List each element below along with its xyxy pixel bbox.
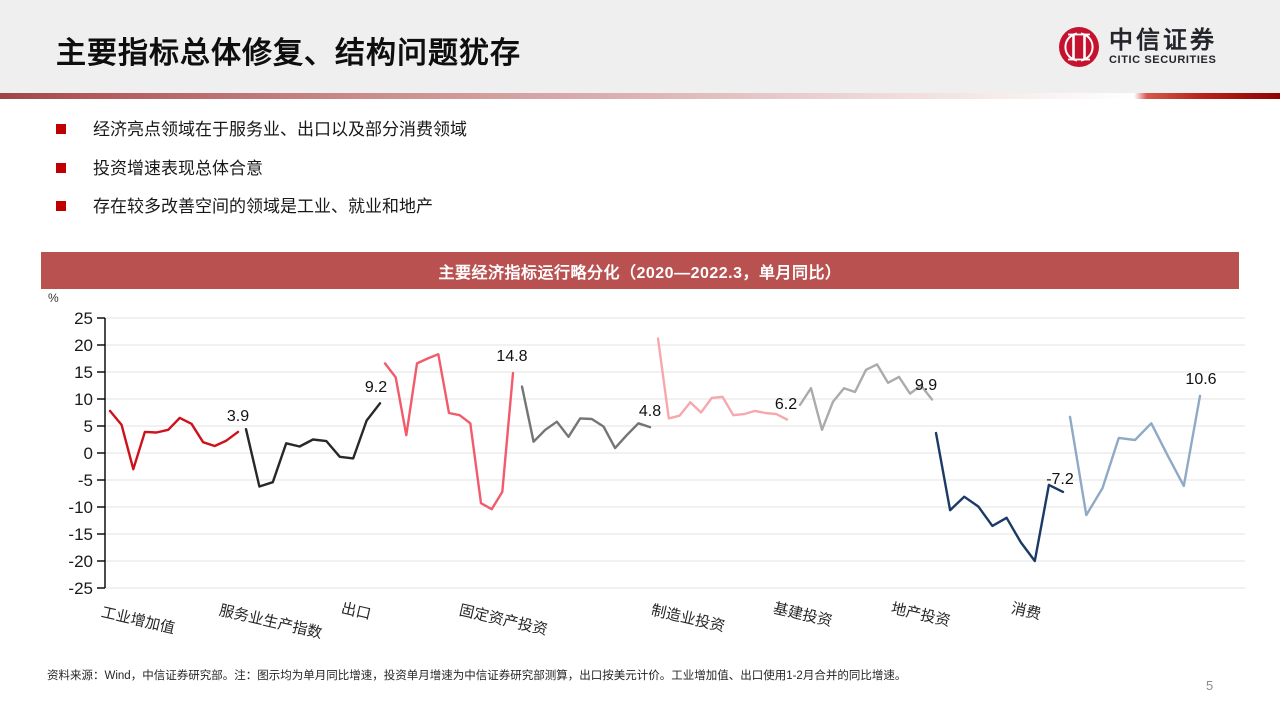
- source-note: 资料来源：Wind，中信证券研究部。注：图示均为单月同比增速，投资单月增速为中信…: [47, 670, 907, 682]
- x-axis-category-label: 地产投资: [889, 599, 952, 630]
- y-axis-tick-label: -10: [68, 498, 93, 517]
- series-line-manufacturing-investment: [656, 337, 789, 421]
- line-chart: 25 20 15 10 5 0 -5 -10 -15 -20 -25 3.9 9.2 14.8 4.8 6.2…: [0, 290, 1280, 665]
- series-line-fixed-asset-investment: [520, 385, 652, 450]
- x-axis-category-label: 制造业投资: [649, 601, 727, 636]
- x-axis-category-label: 服务业生产指数: [217, 601, 324, 643]
- bullet-square-icon: [56, 124, 66, 134]
- series-line-consumption: [1068, 394, 1202, 517]
- citic-logo-cn: 中信证券: [1109, 27, 1217, 54]
- y-axis-tick-label: 20: [74, 336, 93, 355]
- citic-logo-text: 中信证券 CITIC SECURITIES: [1109, 28, 1217, 67]
- y-axis-tick-label: 25: [74, 309, 93, 328]
- series-line-industrial-output: [108, 409, 240, 471]
- citic-logo-en: CITIC SECURITIES: [1109, 53, 1217, 66]
- header-bar: 主要指标总体修复、结构问题犹存 中信证券 CITIC SECURITIES: [0, 0, 1280, 93]
- series-end-label-services-production-index: 9.2: [365, 379, 387, 396]
- list-item: 经济亮点领域在于服务业、出口以及部分消费领域: [56, 119, 467, 140]
- x-axis-category-label: 基建投资: [771, 599, 834, 630]
- bullet-square-icon: [56, 201, 66, 211]
- chart-title: 主要经济指标运行略分化（2020—2022.3，单月同比）: [438, 264, 842, 282]
- y-axis-tick-label: -15: [68, 525, 93, 544]
- bullet-text: 存在较多改善空间的领域是工业、就业和地产: [93, 197, 433, 216]
- y-axis-tick-label: 5: [84, 417, 93, 436]
- series-end-label-exports: 14.8: [496, 348, 527, 365]
- chart-svg: 25 20 15 10 5 0 -5 -10 -15 -20 -25 3.9 9.2 14.8 4.8 6.2…: [68, 309, 1245, 598]
- x-axis-category-label: 工业增加值: [99, 603, 177, 638]
- series-end-label-consumption: 10.6: [1185, 371, 1216, 388]
- series-line-real-estate-investment: [934, 431, 1065, 563]
- series-line-exports: [383, 352, 515, 511]
- series-end-label-real-estate-investment: -7.2: [1046, 471, 1074, 488]
- y-axis-tick-label: -5: [78, 471, 93, 490]
- page-number: 5: [1206, 678, 1214, 693]
- x-axis-category-label: 固定资产投资: [457, 601, 550, 639]
- bullet-text: 投资增速表现总体合意: [93, 159, 263, 178]
- x-axis-category-label: 消费: [1009, 599, 1043, 624]
- list-item: 投资增速表现总体合意: [56, 158, 263, 179]
- y-axis-tick-label: -20: [68, 552, 93, 571]
- y-axis-tick-label: -25: [68, 579, 93, 598]
- series-end-label-industrial-output: 3.9: [227, 408, 249, 425]
- series-line-services-production-index: [244, 402, 382, 488]
- x-axis-labels: 工业增加值 服务业生产指数 出口 固定资产投资 制造业投资 基建投资 地产投资 消费: [0, 290, 1280, 665]
- series-end-label-fixed-asset-investment: 4.8: [639, 403, 661, 420]
- chart-title-banner: 主要经济指标运行略分化（2020—2022.3，单月同比）: [41, 252, 1239, 289]
- bullet-text: 经济亮点领域在于服务业、出口以及部分消费领域: [93, 120, 467, 139]
- series-end-label-infrastructure-investment: 9.9: [915, 377, 937, 394]
- header-gradient-divider: [0, 93, 1280, 99]
- page-title: 主要指标总体修复、结构问题犹存: [56, 37, 521, 70]
- x-axis-category-label: 出口: [339, 599, 373, 624]
- citic-logo: 中信证券 CITIC SECURITIES: [1058, 26, 1217, 68]
- citic-logo-icon: [1059, 27, 1099, 67]
- y-axis-tick-label: 10: [74, 390, 93, 409]
- y-axis-tick-label: 0: [84, 444, 93, 463]
- bullet-square-icon: [56, 163, 66, 173]
- series-end-label-manufacturing-investment: 6.2: [775, 396, 797, 413]
- y-axis-tick-label: 15: [74, 363, 93, 382]
- list-item: 存在较多改善空间的领域是工业、就业和地产: [56, 196, 433, 217]
- series-line-infrastructure-investment: [798, 363, 934, 432]
- y-axis-unit-label: %: [48, 291, 59, 305]
